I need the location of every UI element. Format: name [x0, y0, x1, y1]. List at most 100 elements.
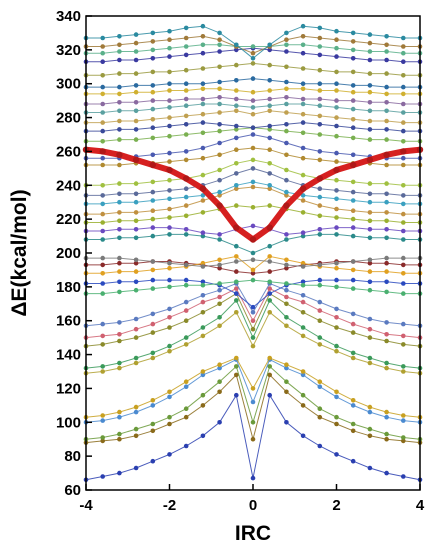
series-point	[367, 426, 373, 432]
series-point	[284, 257, 289, 263]
highlight-point	[283, 202, 290, 209]
series-point	[217, 167, 222, 173]
series-point	[267, 88, 273, 93]
series-point	[183, 194, 189, 200]
series-point	[217, 362, 222, 368]
series-point	[267, 355, 273, 361]
series-point	[150, 403, 156, 408]
series-point	[384, 71, 389, 76]
series-point	[300, 172, 306, 178]
series-point	[250, 304, 256, 310]
series-point	[133, 100, 139, 105]
series-point	[367, 118, 373, 124]
series-point	[117, 91, 122, 97]
series-point	[150, 39, 156, 44]
series-point	[234, 171, 239, 176]
series-point	[284, 287, 289, 293]
series-point	[300, 230, 306, 235]
series-point	[384, 127, 389, 132]
series-point	[117, 414, 122, 420]
series-point	[401, 50, 406, 56]
series-point	[384, 181, 389, 186]
series-point	[334, 306, 339, 312]
series-point	[284, 37, 289, 42]
series-point	[334, 188, 339, 193]
series-point	[133, 235, 139, 241]
series-point	[117, 365, 122, 371]
series-point	[367, 335, 373, 340]
series-point	[167, 98, 172, 103]
series-point	[200, 279, 206, 285]
series-point	[401, 201, 406, 207]
series-point	[267, 183, 273, 188]
series-point	[133, 409, 139, 415]
series-point	[350, 198, 356, 203]
series-point	[334, 177, 339, 183]
series-point	[350, 208, 356, 213]
series-point	[217, 64, 222, 70]
series-point	[167, 414, 172, 420]
series-point	[150, 179, 156, 185]
series-point	[217, 152, 222, 158]
series-point	[117, 181, 122, 186]
series-point	[401, 120, 406, 125]
series-point	[217, 281, 222, 286]
series-point	[300, 233, 306, 239]
series-point	[300, 433, 306, 439]
x-tick-label: -2	[163, 497, 176, 514]
series-point	[334, 343, 339, 349]
series-point	[167, 88, 172, 93]
series-point	[334, 88, 339, 93]
series-point	[317, 379, 323, 385]
series-point	[167, 105, 172, 110]
highlight-point	[366, 156, 374, 164]
series-point	[334, 260, 339, 266]
series-point	[350, 233, 356, 239]
series-point	[284, 294, 289, 300]
series-point	[284, 122, 289, 127]
series-point	[234, 298, 239, 303]
y-tick-label: 300	[56, 76, 81, 93]
series-point	[267, 269, 273, 274]
series-21	[83, 157, 423, 188]
series-point	[250, 386, 256, 391]
series-point	[267, 291, 273, 296]
y-tick-label: 140	[56, 347, 81, 364]
series-point	[150, 259, 156, 264]
series-point	[401, 333, 406, 339]
series-point	[133, 127, 139, 132]
series-17	[83, 203, 423, 225]
series-point	[300, 23, 306, 29]
series-point	[334, 115, 339, 120]
series-2	[83, 364, 423, 442]
y-tick-label: 100	[56, 414, 81, 431]
series-point	[334, 37, 339, 42]
series-point	[100, 262, 105, 268]
x-tick-label: 0	[249, 497, 257, 514]
series-point	[200, 101, 206, 107]
series-point	[234, 135, 239, 141]
series-point	[167, 315, 172, 320]
series-point	[401, 44, 406, 49]
series-point	[367, 181, 373, 186]
series-point	[334, 54, 339, 59]
series-point	[384, 162, 389, 168]
series-point	[183, 406, 189, 412]
series-point	[284, 232, 289, 237]
series-35	[83, 23, 423, 61]
series-point	[300, 111, 306, 117]
series-point	[384, 118, 389, 124]
y-tick-label: 340	[56, 8, 81, 25]
series-point	[284, 365, 289, 371]
series-point	[100, 211, 105, 217]
series-point	[217, 323, 222, 329]
series-point	[317, 277, 323, 283]
series-point	[300, 42, 306, 48]
series-point	[200, 230, 206, 235]
series-point	[317, 308, 323, 313]
series-8	[83, 286, 423, 340]
series-point	[133, 40, 139, 46]
series-point	[284, 128, 289, 134]
series-point	[234, 203, 239, 208]
series-point	[100, 364, 105, 369]
